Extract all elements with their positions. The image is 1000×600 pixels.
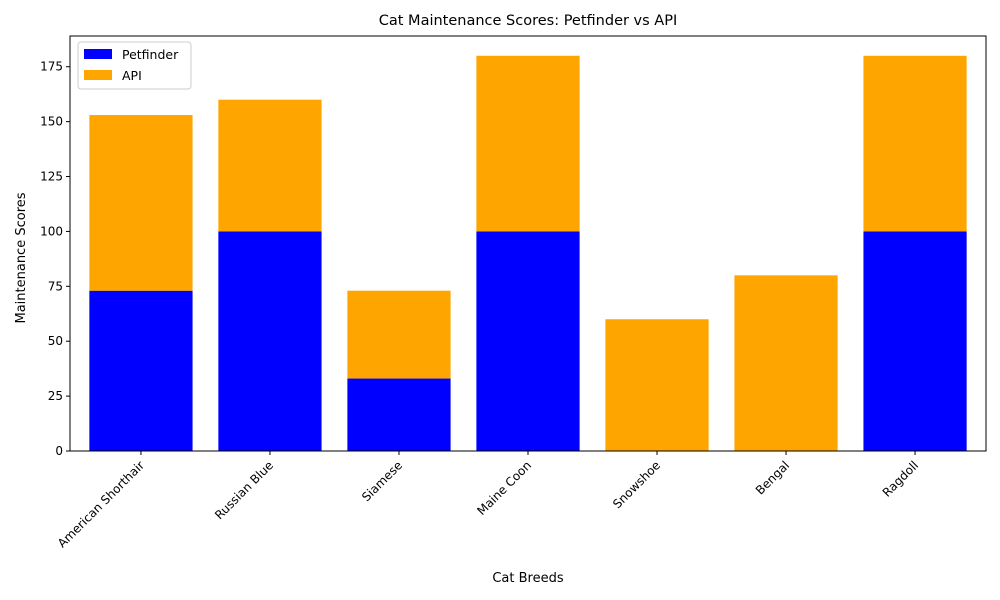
x-ticks-layer: American Shorthair Russian Blue Siamese Mai… bbox=[55, 451, 921, 550]
bar-api-russian-blue bbox=[218, 99, 322, 232]
bar-api-bengal bbox=[734, 275, 838, 451]
y-tick-label: 25 bbox=[48, 389, 63, 403]
y-tick-label: 50 bbox=[48, 334, 63, 348]
chart-title: Cat Maintenance Scores: Petfinder vs API bbox=[379, 13, 678, 29]
bar-api-maine-coon bbox=[476, 55, 580, 232]
bar-api-ragdoll bbox=[863, 55, 967, 232]
x-tick-label: American Shorthair bbox=[55, 458, 147, 550]
bar-api-siamese bbox=[347, 290, 451, 379]
bars-layer bbox=[89, 55, 967, 451]
y-tick-label: 75 bbox=[48, 279, 63, 293]
bar-api-american-shorthair bbox=[89, 115, 193, 291]
x-tick-label: Bengal bbox=[753, 458, 792, 497]
x-tick-label: Snowshoe bbox=[610, 458, 663, 511]
bar-api-snowshoe bbox=[605, 319, 709, 451]
legend-label-api: API bbox=[122, 68, 142, 83]
y-tick-label: 125 bbox=[40, 170, 63, 184]
x-axis-label: Cat Breeds bbox=[492, 571, 563, 586]
bar-petfinder-maine-coon bbox=[476, 231, 580, 451]
bar-petfinder-siamese bbox=[347, 378, 451, 451]
legend-swatch-petfinder bbox=[84, 49, 112, 59]
y-tick-label: 100 bbox=[40, 224, 63, 238]
y-tick-label: 0 bbox=[55, 444, 63, 458]
x-tick-label: Siamese bbox=[359, 458, 405, 504]
x-tick-label: Ragdoll bbox=[880, 458, 921, 499]
x-tick-label: Russian Blue bbox=[212, 458, 276, 522]
legend-label-petfinder: Petfinder bbox=[122, 47, 179, 62]
bar-petfinder-ragdoll bbox=[863, 231, 967, 451]
y-ticks-layer: 0 25 50 75 100 125 150 175 bbox=[40, 60, 70, 458]
y-axis-label: Maintenance Scores bbox=[14, 192, 29, 323]
x-tick-label: Maine Coon bbox=[474, 458, 534, 518]
legend: Petfinder API bbox=[77, 41, 192, 90]
y-tick-label: 175 bbox=[40, 60, 63, 74]
bar-petfinder-american-shorthair bbox=[89, 290, 193, 451]
bar-petfinder-russian-blue bbox=[218, 231, 322, 451]
y-tick-label: 150 bbox=[40, 115, 63, 129]
legend-swatch-api bbox=[84, 70, 112, 80]
